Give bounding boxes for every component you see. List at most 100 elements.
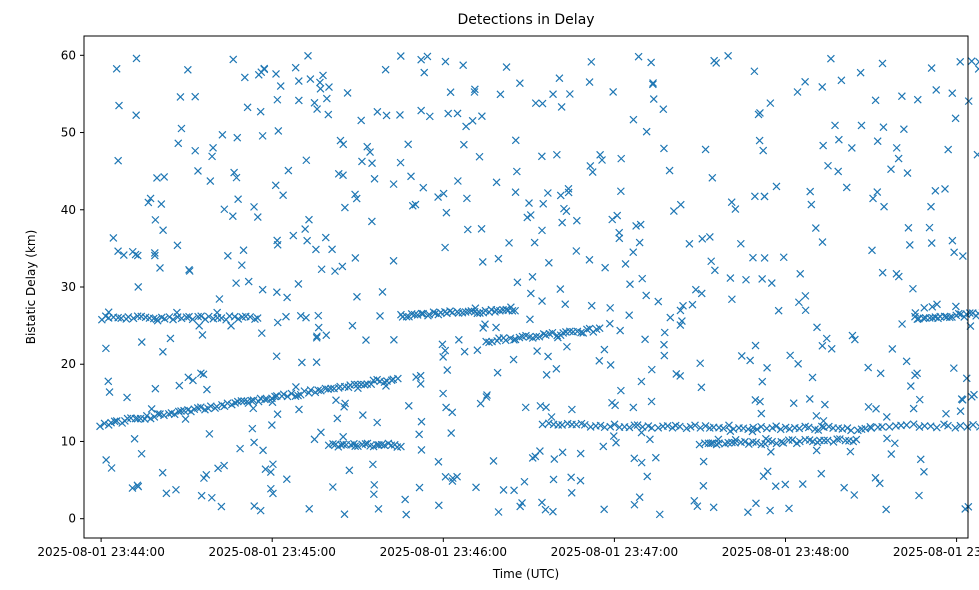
track-detection-point: [795, 424, 804, 433]
detection-point: [340, 203, 349, 212]
detection-point: [404, 140, 413, 149]
detection-point: [913, 95, 922, 104]
detection-point: [319, 71, 327, 80]
detection-point: [749, 253, 757, 262]
track-detection-point: [539, 329, 548, 338]
detection-point: [911, 308, 920, 317]
detection-point: [616, 386, 625, 395]
detection-point: [441, 346, 450, 355]
detection-point: [883, 434, 891, 443]
track-detection-point: [902, 421, 911, 429]
detection-point: [567, 473, 576, 482]
detection-point: [556, 285, 565, 294]
detection-point: [595, 356, 604, 365]
detection-point: [894, 154, 903, 163]
track-detection-point: [204, 312, 213, 321]
detection-point: [666, 313, 675, 322]
detection-point: [697, 383, 706, 392]
detection-point: [153, 173, 161, 182]
track-detection-point: [194, 312, 203, 321]
detection-point: [555, 74, 564, 83]
track-detection-point: [397, 442, 405, 451]
detection-point: [878, 59, 887, 68]
detection-point: [873, 188, 882, 196]
track-detection-point: [823, 436, 832, 445]
detection-point: [198, 331, 207, 339]
detection-point: [552, 364, 561, 373]
detection-point: [172, 308, 181, 317]
track-detection-point: [752, 438, 761, 447]
detection-point: [250, 202, 258, 211]
detection-point: [425, 112, 434, 121]
track-detection-point: [954, 309, 963, 318]
detection-point: [742, 275, 750, 284]
detection-point: [236, 444, 245, 453]
detection-point: [705, 233, 714, 241]
track-detection-point: [223, 399, 232, 408]
detection-point: [273, 240, 282, 249]
detection-point: [291, 383, 300, 391]
detection-point: [793, 88, 802, 96]
detection-point: [819, 416, 828, 425]
detection-point: [748, 427, 757, 436]
detection-point: [389, 180, 398, 189]
detection-point: [494, 508, 503, 516]
detection-point: [459, 61, 468, 70]
track-detection-point: [511, 335, 520, 344]
detection-point: [147, 405, 156, 413]
track-detection-point: [969, 420, 977, 429]
detection-point: [757, 409, 766, 418]
detection-point: [459, 140, 468, 149]
detection-point: [547, 413, 556, 421]
detection-point: [261, 465, 270, 474]
detection-point: [510, 486, 518, 495]
detection-point: [903, 169, 912, 177]
detection-point: [837, 76, 846, 85]
detection-point: [185, 265, 193, 274]
track-detection-point: [206, 402, 215, 411]
detection-point: [731, 205, 740, 213]
track-detection-point: [197, 312, 206, 321]
detection-point: [759, 472, 768, 481]
detection-point: [273, 410, 282, 419]
detection-point: [596, 150, 605, 159]
detection-point: [774, 306, 783, 315]
y-tick-label: 30: [61, 280, 76, 294]
track-detection-point: [110, 417, 119, 426]
detection-point: [629, 115, 638, 124]
detection-point: [123, 393, 131, 402]
detection-point: [470, 85, 479, 94]
detection-point: [609, 88, 618, 96]
detection-point: [818, 341, 827, 350]
detection-point: [813, 323, 821, 332]
detection-point: [462, 122, 470, 131]
detection-point: [310, 435, 319, 444]
detection-point: [312, 358, 321, 367]
detection-point: [709, 503, 718, 512]
detection-point: [446, 88, 455, 97]
track-detection-point: [291, 392, 300, 401]
detection-point: [453, 177, 462, 185]
detection-point: [642, 291, 651, 300]
detection-point: [256, 107, 265, 116]
track-detection-point: [350, 439, 358, 448]
track-detection-point: [741, 437, 749, 446]
track-detection-point: [919, 314, 928, 323]
detection-point: [453, 109, 462, 118]
detection-point: [109, 233, 118, 242]
detection-point: [608, 215, 617, 224]
detection-point: [134, 482, 143, 491]
detection-point: [647, 397, 656, 406]
detection-point: [475, 152, 484, 161]
detection-point: [931, 186, 940, 195]
detection-point: [805, 395, 814, 403]
detection-point: [462, 194, 471, 203]
track-detection-point: [744, 425, 753, 434]
detection-point: [438, 340, 447, 349]
detection-point: [492, 178, 501, 187]
track-detection-point: [833, 435, 842, 444]
detection-point: [928, 302, 937, 311]
track-detection-point: [185, 312, 193, 321]
track-detection-point: [926, 422, 935, 431]
